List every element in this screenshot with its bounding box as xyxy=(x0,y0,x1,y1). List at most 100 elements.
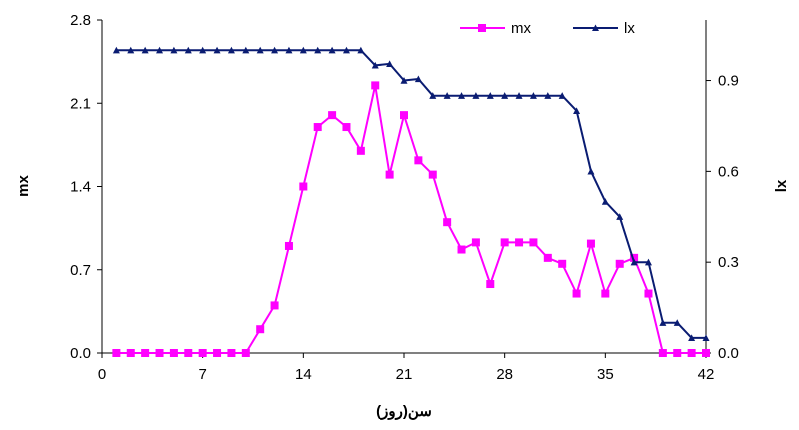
data-point-lx xyxy=(558,92,566,99)
legend-lx-label: lx xyxy=(624,20,635,37)
series-lx xyxy=(112,46,710,342)
series-lx-line xyxy=(116,49,706,339)
data-point-lx xyxy=(112,46,120,54)
data-point-mx xyxy=(385,170,394,179)
data-point-lx xyxy=(587,167,595,175)
data-point-mx xyxy=(227,349,236,357)
data-point-lx xyxy=(141,46,149,54)
data-point-lx xyxy=(328,46,336,54)
data-point-mx xyxy=(270,301,279,310)
data-point-lx xyxy=(299,46,307,54)
data-point-lx xyxy=(673,319,681,326)
data-point-lx xyxy=(616,213,624,220)
data-point-lx xyxy=(472,92,480,99)
data-point-lx xyxy=(601,198,609,205)
data-point-mx xyxy=(126,349,135,357)
y-tick-label: 0.7 xyxy=(70,262,91,279)
data-point-mx xyxy=(155,349,164,357)
x-axis-title: سن(روز) xyxy=(376,403,432,420)
data-point-lx xyxy=(688,334,696,342)
data-point-mx xyxy=(644,289,653,298)
data-point-lx xyxy=(227,46,235,54)
y2-tick-label: 0.3 xyxy=(718,254,739,271)
data-point-mx xyxy=(112,349,121,357)
data-point-lx xyxy=(458,92,466,99)
y-tick-label: 2.1 xyxy=(70,95,91,112)
y-axis-title: mx xyxy=(15,175,32,197)
data-point-lx xyxy=(644,258,652,266)
data-point-mx xyxy=(328,111,337,120)
data-point-lx xyxy=(242,46,250,54)
data-point-mx xyxy=(256,325,265,334)
data-point-lx xyxy=(127,46,135,54)
legend-mx-marker xyxy=(478,24,486,32)
data-point-lx xyxy=(271,46,279,54)
data-point-mx xyxy=(658,349,667,357)
data-point-lx xyxy=(443,92,451,99)
data-point-mx xyxy=(515,238,524,247)
data-point-mx xyxy=(213,349,222,357)
y-tick-label: 2.8 xyxy=(70,12,91,29)
data-point-lx xyxy=(429,92,437,99)
data-point-mx xyxy=(169,349,178,357)
data-point-lx xyxy=(256,46,264,54)
data-point-lx xyxy=(515,92,523,99)
data-point-mx xyxy=(241,349,250,357)
y2-tick-label: 0.6 xyxy=(718,163,739,180)
series-layer xyxy=(112,46,710,357)
data-point-lx xyxy=(314,46,322,54)
y-ticks: 0.0 0.7 1.4 2.1 2.8 xyxy=(70,12,102,362)
data-point-lx xyxy=(529,92,537,99)
y-tick-label: 0.0 xyxy=(70,345,91,362)
data-point-mx xyxy=(471,238,480,247)
data-point-mx xyxy=(673,349,682,357)
x-tick-label: 42 xyxy=(698,366,715,383)
x-tick-label: 28 xyxy=(496,366,513,383)
data-point-lx xyxy=(400,77,408,84)
data-point-mx xyxy=(572,289,581,298)
data-point-mx xyxy=(529,238,538,247)
data-point-lx xyxy=(414,75,422,83)
data-point-mx xyxy=(702,349,710,357)
data-point-mx xyxy=(443,218,452,227)
data-point-lx xyxy=(156,46,164,54)
data-point-lx xyxy=(285,46,293,54)
data-point-lx xyxy=(501,92,509,99)
y-tick-label: 1.4 xyxy=(70,179,91,196)
data-point-mx xyxy=(543,253,552,262)
data-point-lx xyxy=(170,46,178,54)
plot-area xyxy=(101,20,707,354)
legend-lx-marker xyxy=(592,24,599,31)
legend: mx lx xyxy=(460,20,635,37)
data-point-mx xyxy=(558,259,567,268)
data-point-mx xyxy=(284,241,293,250)
y2-tick-label: 0.9 xyxy=(718,73,739,90)
data-point-mx xyxy=(615,259,624,268)
data-point-mx xyxy=(342,123,351,132)
data-point-lx xyxy=(630,258,638,266)
data-point-lx xyxy=(544,92,552,99)
x-ticks: 0 7 14 21 28 35 42 xyxy=(98,353,715,383)
data-point-lx xyxy=(199,46,207,54)
data-point-mx xyxy=(586,239,595,248)
data-point-lx xyxy=(386,60,394,68)
data-point-mx xyxy=(141,349,150,357)
data-point-mx xyxy=(356,146,365,155)
data-point-mx xyxy=(184,349,193,357)
y2-tick-label: 0.0 xyxy=(718,345,739,362)
data-point-mx xyxy=(428,170,437,179)
data-point-mx xyxy=(371,81,380,90)
x-tick-label: 35 xyxy=(597,366,614,383)
x-tick-label: 14 xyxy=(295,366,312,383)
data-point-mx xyxy=(313,123,322,132)
data-point-mx xyxy=(486,280,495,289)
data-point-lx xyxy=(213,46,221,54)
data-point-lx xyxy=(342,46,350,54)
data-point-mx xyxy=(414,156,423,165)
x-tick-label: 0 xyxy=(98,366,106,383)
y2-axis-title: lx xyxy=(773,179,790,192)
data-point-mx xyxy=(198,349,207,357)
data-point-mx xyxy=(457,245,466,254)
data-point-lx xyxy=(702,334,710,342)
